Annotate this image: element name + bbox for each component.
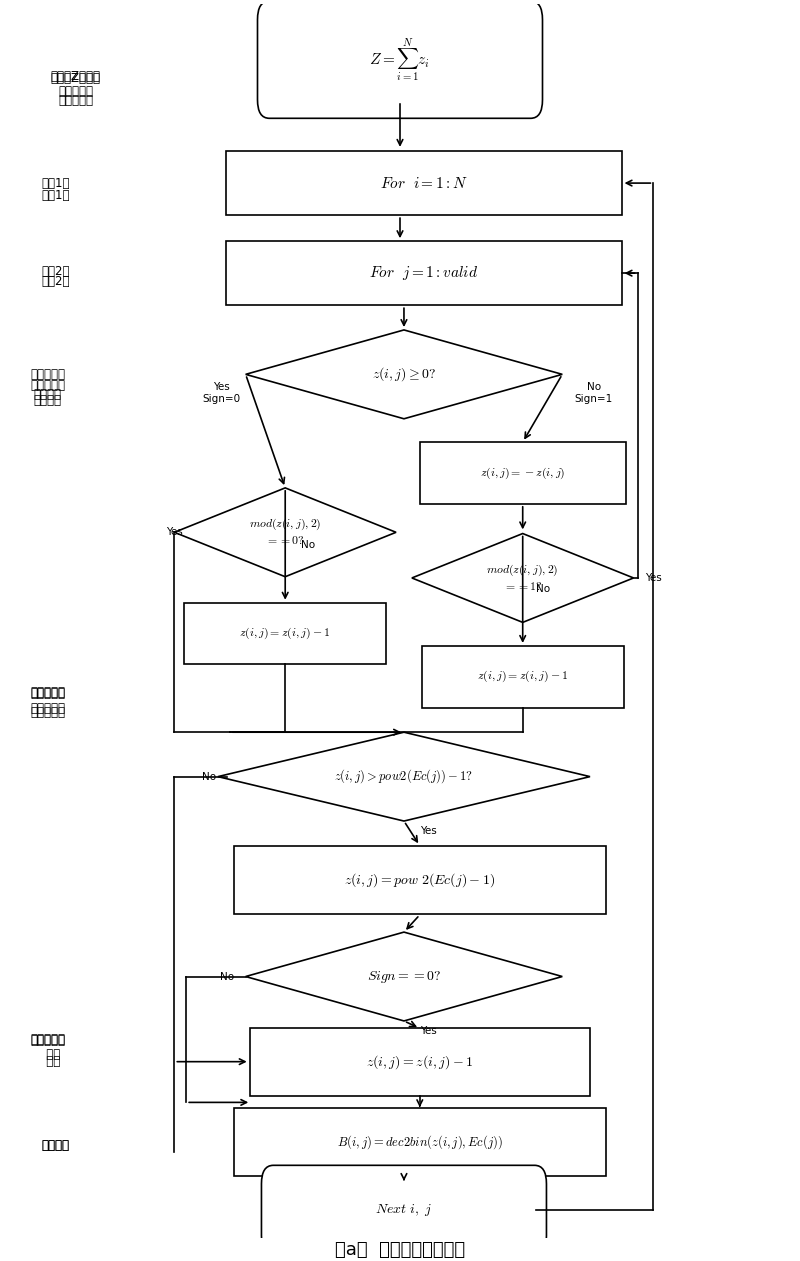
Text: $mod(z(i,j),2)$
$== 0?$: $mod(z(i,j),2)$ $== 0?$ (249, 517, 322, 547)
Bar (234, 846, 606, 914)
Text: 判断系数值: 判断系数值 (30, 686, 66, 699)
Text: 的量化系数: 的量化系数 (58, 93, 93, 107)
Text: 量化系数符
号判断：: 量化系数符 号判断： (30, 378, 66, 407)
Bar (226, 241, 622, 305)
Text: Yes: Yes (420, 1025, 437, 1035)
Polygon shape (246, 330, 562, 419)
Text: 循环1：: 循环1： (42, 177, 70, 189)
Text: 输入：Z扫描后: 输入：Z扫描后 (50, 72, 101, 84)
Text: 判断系数值
是否溢出：: 判断系数值 是否溢出： (30, 687, 66, 715)
Text: 下一步：: 下一步： (42, 1139, 70, 1153)
Text: 下一步：: 下一步： (42, 1139, 70, 1153)
Text: 输出：二值
   码流: 输出：二值 码流 (30, 1033, 66, 1061)
Text: $Next\ i,\ j$: $Next\ i,\ j$ (375, 1202, 433, 1218)
Text: No: No (220, 971, 234, 981)
FancyBboxPatch shape (262, 1165, 546, 1255)
Text: 量化系数符: 量化系数符 (30, 368, 66, 381)
Text: $z(i,j) = -z(i,j)$: $z(i,j) = -z(i,j)$ (480, 465, 566, 480)
Polygon shape (174, 488, 396, 576)
Text: $z(i, j) \geq 0?$: $z(i, j) \geq 0?$ (372, 366, 436, 383)
Text: $Sign==0?$: $Sign==0?$ (367, 968, 441, 985)
Text: 码流: 码流 (35, 1055, 60, 1068)
Text: （a）  二值编码生成流程: （a） 二值编码生成流程 (335, 1242, 465, 1260)
Text: 输入：Z扫描后
的量化系数: 输入：Z扫描后 的量化系数 (50, 71, 101, 98)
Text: No: No (301, 540, 315, 550)
Bar (226, 151, 622, 216)
Text: 是否溢出：: 是否溢出： (30, 706, 66, 719)
Text: $z(i,j) > pow2(Ec(j))-1?$: $z(i,j) > pow2(Ec(j))-1?$ (334, 768, 474, 786)
Text: $z(i,j) = z(i,j)-1$: $z(i,j) = z(i,j)-1$ (366, 1053, 474, 1071)
Text: No
Sign=1: No Sign=1 (575, 382, 613, 404)
Polygon shape (218, 733, 590, 821)
Text: 输出：二值: 输出：二值 (30, 1034, 66, 1047)
Text: Yes: Yes (646, 572, 662, 583)
Bar (250, 1028, 590, 1096)
Text: $For\ \ j = 1: valid$: $For\ \ j = 1: valid$ (370, 264, 478, 282)
Bar (184, 603, 386, 665)
Text: No: No (536, 584, 550, 594)
Bar (234, 1108, 606, 1175)
Text: $z(i,j) = pow\ 2(Ec(j)-1)$: $z(i,j) = pow\ 2(Ec(j)-1)$ (344, 871, 495, 889)
Text: 循环2：: 循环2： (42, 275, 70, 289)
Text: $mod(z(i,j),2)$
$== 1?$: $mod(z(i,j),2)$ $== 1?$ (486, 562, 559, 593)
Text: $B(i,j) = dec2bin(z(i,j), Ec(j))$: $B(i,j) = dec2bin(z(i,j), Ec(j))$ (337, 1132, 502, 1151)
Text: 循环1：: 循环1： (42, 189, 70, 202)
Text: No: No (202, 772, 216, 782)
Polygon shape (246, 932, 562, 1021)
Text: 循环2：: 循环2： (42, 265, 70, 279)
Text: $For\ \ i = 1: N$: $For\ \ i = 1: N$ (380, 175, 468, 190)
FancyBboxPatch shape (258, 1, 542, 119)
Text: Yes: Yes (420, 826, 437, 836)
Text: 号判断：: 号判断： (34, 387, 62, 401)
Text: Yes
Sign=0: Yes Sign=0 (203, 382, 241, 404)
Text: Yes: Yes (166, 527, 182, 537)
Polygon shape (412, 533, 634, 623)
Text: $z(i,j) = z(i,j)-1$: $z(i,j) = z(i,j)-1$ (477, 670, 569, 685)
Text: $Z = \sum_{i=1}^{N} z_i$: $Z = \sum_{i=1}^{N} z_i$ (370, 37, 430, 83)
Text: $z(i,j) = z(i,j)-1$: $z(i,j) = z(i,j)-1$ (239, 625, 331, 641)
Bar (420, 443, 626, 504)
Bar (422, 646, 624, 707)
